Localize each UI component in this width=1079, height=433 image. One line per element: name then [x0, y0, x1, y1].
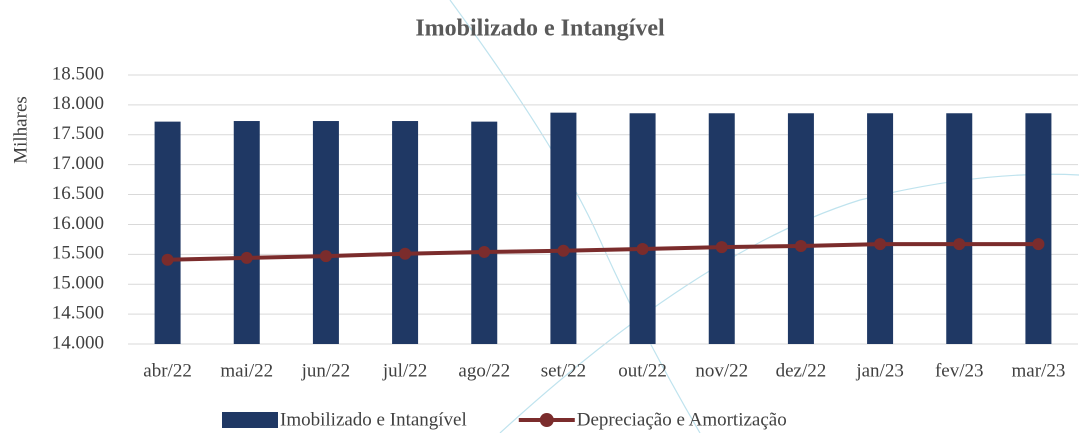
legend-swatch	[539, 413, 554, 427]
y-tick-label: 15.000	[52, 273, 104, 294]
y-tick-label: 14.500	[52, 302, 104, 323]
chart-title: Imobilizado e Intangível	[415, 16, 665, 42]
line-marker	[794, 239, 807, 252]
x-tick-label: nov/22	[695, 360, 748, 381]
bar	[867, 113, 894, 344]
bar	[787, 113, 814, 344]
bar	[629, 113, 656, 344]
bar	[550, 112, 577, 344]
bar	[312, 121, 339, 344]
x-tick-label: jul/22	[382, 360, 427, 381]
x-tick-label: mar/23	[1012, 360, 1066, 381]
y-tick-label: 15.500	[52, 243, 104, 264]
y-axis-label: Milhares	[10, 96, 31, 164]
y-tick-label: 16.500	[52, 183, 104, 204]
x-tick-label: fev/23	[935, 360, 984, 381]
line-marker	[715, 241, 728, 254]
x-tick-label: dez/22	[776, 360, 827, 381]
line-marker	[399, 247, 412, 260]
bar	[392, 121, 419, 344]
legend-label: Depreciação e Amortização	[577, 409, 787, 430]
bar	[233, 121, 260, 344]
legend-label: Imobilizado e Intangível	[280, 409, 467, 430]
y-tick-label: 16.000	[52, 213, 104, 234]
x-tick-label: out/22	[618, 360, 667, 381]
line-marker	[240, 251, 253, 264]
y-tick-label: 17.000	[52, 153, 104, 174]
y-tick-label: 17.500	[52, 123, 104, 144]
bar	[154, 121, 181, 344]
legend-swatch	[222, 412, 278, 428]
x-tick-label: mai/22	[220, 360, 273, 381]
line-marker	[161, 253, 174, 266]
bar	[471, 121, 498, 344]
line-marker	[636, 242, 649, 255]
bar	[708, 113, 735, 344]
y-tick-label: 18.500	[52, 63, 104, 84]
line-marker	[953, 238, 966, 251]
bar	[946, 113, 973, 344]
x-tick-label: jan/23	[855, 360, 904, 381]
line-marker	[1032, 238, 1045, 251]
x-tick-label: abr/22	[143, 360, 192, 381]
x-tick-label: ago/22	[458, 360, 510, 381]
line-marker	[319, 250, 332, 263]
decor-curve	[449, 0, 701, 433]
x-tick-label: set/22	[541, 360, 586, 381]
x-tick-label: jun/22	[301, 360, 351, 381]
line	[167, 242, 1039, 262]
line-marker	[478, 245, 491, 258]
y-tick-label: 18.000	[52, 93, 104, 114]
bar	[1025, 113, 1052, 344]
y-tick-label: 14.000	[52, 332, 104, 353]
line-marker	[557, 244, 570, 257]
line-marker	[874, 238, 887, 251]
